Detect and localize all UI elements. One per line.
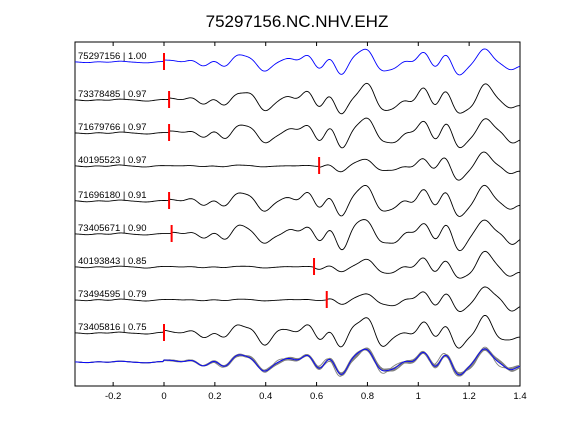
- trace-line-4: [74, 151, 521, 181]
- x-tick-label-6: 0.8: [361, 391, 374, 402]
- trace-label-9: 73405816 | 0.75: [78, 322, 147, 333]
- x-tick-label-1: -0.2: [105, 391, 121, 402]
- x-tick-label-9: 1.4: [513, 391, 526, 402]
- trace-label-6: 73405671 | 0.90: [78, 223, 147, 234]
- trace-label-1: 75297156 | 1.00: [78, 51, 147, 62]
- trace-group: [74, 48, 521, 349]
- trace-line-2: [74, 82, 521, 115]
- trace-label-8: 73494595 | 0.79: [78, 289, 147, 300]
- x-tick-label-4: 0.4: [259, 391, 272, 402]
- trace-label-3: 71679766 | 0.97: [78, 122, 147, 133]
- x-tick-label-5: 0.6: [310, 391, 323, 402]
- trace-label-5: 71696180 | 0.91: [78, 190, 147, 201]
- x-axis: -0.2 0 0.2 0.4 0.6 0.8 1 1.2 1.4: [105, 42, 527, 402]
- trace-label-4: 40195523 | 0.97: [78, 155, 147, 166]
- trace-line-1: [74, 48, 521, 76]
- pick-markers: [163, 53, 328, 341]
- plot-frame: [74, 41, 521, 387]
- trace-line-3: [74, 117, 521, 149]
- chart-title: 75297156.NC.NHV.EHZ: [206, 12, 389, 31]
- x-tick-label-7: 1: [416, 391, 421, 402]
- trace-line-9: [74, 314, 521, 349]
- stack-reference-trace: [74, 348, 521, 376]
- trace-labels: 75297156 | 1.00 73378485 | 0.97 71679766 |…: [78, 51, 147, 333]
- stack-overlay: [74, 346, 521, 377]
- x-tick-label-3: 0.2: [208, 391, 221, 402]
- trace-line-6: [74, 219, 521, 252]
- x-tick-label-2: 0: [161, 391, 166, 402]
- trace-line-7: [74, 250, 521, 279]
- trace-label-2: 73378485 | 0.97: [78, 89, 147, 100]
- x-tick-label-8: 1.2: [463, 391, 476, 402]
- trace-line-5: [74, 184, 521, 217]
- trace-label-7: 40193843 | 0.85: [78, 256, 147, 267]
- trace-line-8: [74, 286, 521, 312]
